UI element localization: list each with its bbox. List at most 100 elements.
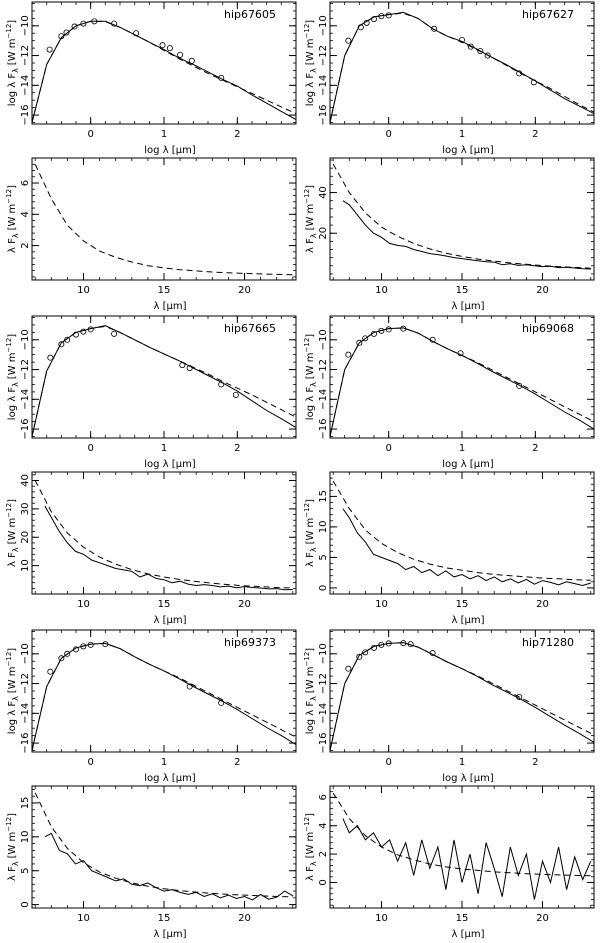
y-tick-label: −12 [318, 673, 329, 694]
y-tick-label: 4 [318, 823, 329, 829]
y-tick-label: −10 [20, 329, 31, 350]
photometry-point [356, 339, 363, 346]
photometry-point [400, 640, 407, 647]
photometry-point [530, 79, 537, 86]
model-line [330, 12, 594, 123]
photometry-point [188, 57, 195, 64]
observed-line [342, 818, 592, 900]
x-tick-label: 0 [385, 443, 391, 454]
x-axis-label: λ [μm] [153, 615, 186, 626]
x-tick-label: 2 [234, 757, 240, 768]
x-axis-label: λ [μm] [153, 301, 186, 312]
y-axis-label: log λ Fλ[W m−12] [303, 648, 318, 735]
y-tick-label: −14 [20, 703, 31, 724]
x-tick-label: 10 [77, 913, 90, 924]
y-tick-label: 5 [20, 868, 31, 874]
photometry-point [378, 641, 385, 648]
panel-hip67605-spectrum: 10 15 20 2 4 6 λ [μm] λ Fλ[W m−12] [5, 157, 297, 312]
y-axis-label: λ Fλ[W m−12] [303, 499, 318, 567]
photometry-point [58, 341, 65, 348]
y-tick-label: −10 [318, 329, 329, 350]
photometry-point [378, 13, 385, 20]
photometry-point [166, 45, 173, 52]
y-tick-label: 15 [20, 797, 31, 810]
x-tick-label: 0 [385, 129, 391, 140]
model-line [330, 327, 594, 437]
photometry-point [186, 683, 193, 690]
photometry-point [516, 70, 523, 77]
y-axis-label: λ Fλ[W m−12] [5, 185, 20, 253]
photometry-point [357, 24, 364, 31]
x-tick-label: 10 [77, 599, 90, 610]
photometry-point [385, 640, 392, 647]
y-tick-label: −14 [318, 703, 329, 724]
photometry-point [71, 23, 78, 30]
y-axis-label: log λ Fλ[W m−12] [5, 20, 20, 107]
x-tick-label: 20 [536, 913, 549, 924]
y-tick-label: −16 [20, 105, 31, 126]
y-tick-label: 40 [318, 186, 329, 199]
model-line [34, 164, 293, 276]
y-tick-label: −12 [20, 359, 31, 380]
x-tick-label: 1 [161, 757, 167, 768]
y-tick-label: −16 [20, 733, 31, 754]
x-axis-label: log λ [μm] [144, 145, 196, 156]
photometry-point [458, 36, 465, 43]
photometry-point [186, 365, 193, 372]
y-tick-label: −14 [318, 389, 329, 410]
photometry-point [370, 16, 377, 23]
plot-frame [329, 785, 595, 909]
y-tick-label: 10 [20, 830, 31, 843]
y-tick-label: 0 [20, 901, 31, 907]
observed-line [32, 325, 296, 437]
x-axis-label: λ [μm] [451, 615, 484, 626]
photometry-point [218, 74, 225, 81]
x-axis-label: log λ [μm] [442, 459, 494, 470]
x-tick-label: 1 [459, 129, 465, 140]
y-axis-label: λ Fλ[W m−12] [5, 813, 20, 881]
photometry-point [87, 641, 94, 648]
photometry-point [159, 42, 166, 49]
plot-frame [329, 157, 595, 281]
x-tick-label: 2 [532, 443, 538, 454]
observed-line [342, 200, 591, 270]
x-tick-label: 20 [536, 285, 549, 296]
y-tick-label: 2 [20, 242, 31, 248]
photometry-point [64, 336, 71, 343]
photometry-point [80, 643, 87, 650]
x-tick-label: 15 [456, 599, 469, 610]
y-tick-label: 10 [318, 521, 329, 534]
x-tick-label: 1 [459, 443, 465, 454]
panel-hip71280-spectrum: 10 15 20 0 2 4 6 λ [μm] λ Fλ[W m−12] [303, 785, 595, 940]
x-tick-label: 15 [456, 285, 469, 296]
y-axis-label: log λ Fλ[W m−12] [303, 334, 318, 421]
x-axis-label: λ [μm] [451, 929, 484, 940]
y-tick-label: 6 [20, 180, 31, 186]
y-tick-label: −10 [20, 643, 31, 664]
panel-hip67627-sed: 0 1 2 −16 −14 −12 −10 log λ [μm] log λ Fλ[W m−12… [303, 1, 595, 156]
photometry-point [177, 51, 184, 58]
observed-line [330, 642, 594, 751]
photometry-point [232, 391, 239, 398]
photometry-point [407, 641, 414, 648]
photometry-point [370, 330, 377, 337]
y-tick-label: −14 [20, 75, 31, 96]
photometry-point [91, 18, 98, 25]
photometry-point [429, 650, 436, 657]
photometry-point [111, 20, 118, 27]
x-axis-label: log λ [μm] [442, 773, 494, 784]
x-tick-label: 2 [234, 129, 240, 140]
star-name-label: hip67605 [224, 8, 276, 21]
observed-line [44, 505, 293, 591]
observed-line [342, 508, 591, 587]
photometry-point [80, 20, 87, 27]
x-tick-label: 20 [536, 599, 549, 610]
photometry-point [63, 29, 70, 36]
x-tick-label: 0 [385, 757, 391, 768]
x-tick-label: 0 [87, 757, 93, 768]
photometry-point [363, 19, 370, 26]
x-tick-label: 20 [238, 285, 251, 296]
y-tick-label: −12 [20, 673, 31, 694]
photometry-point [58, 33, 65, 40]
